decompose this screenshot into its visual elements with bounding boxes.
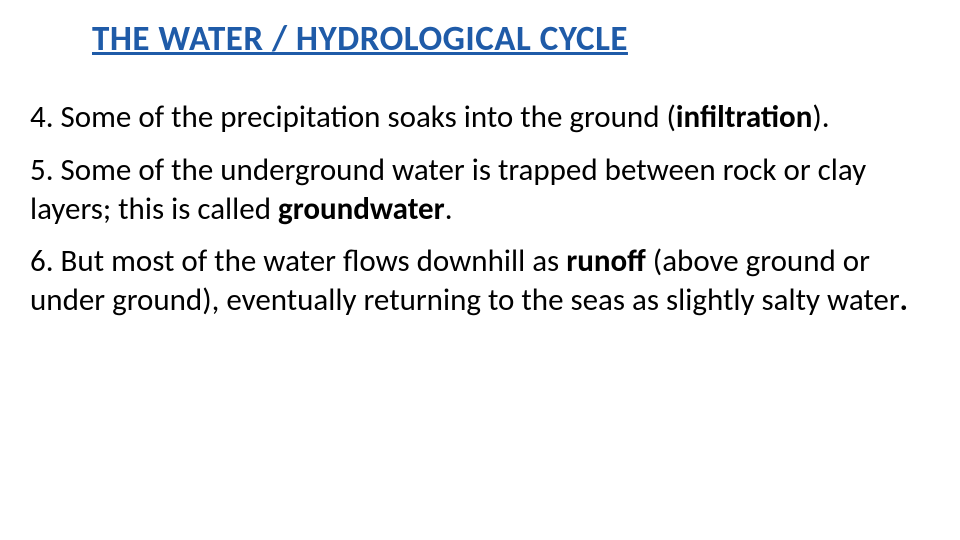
point-6: 6. But most of the water flows downhill … <box>30 242 930 320</box>
point-5-text-c: . <box>445 190 453 228</box>
point-6-bold-period: . <box>900 281 908 319</box>
point-6-bold-runoff: runoff <box>566 242 646 280</box>
point-4-text-c: ). <box>812 98 829 136</box>
slide-title: THE WATER / HYDROLOGICAL CYCLE <box>92 18 930 60</box>
point-4-bold: infiltration <box>676 98 812 136</box>
point-5-bold: groundwater <box>278 190 445 228</box>
point-5: 5. Some of the underground water is trap… <box>30 151 930 229</box>
point-4-text-a: 4. Some of the precipitation soaks into … <box>30 98 676 136</box>
point-6-text-a: 6. But most of the water flows downhill … <box>30 242 566 280</box>
point-4: 4. Some of the precipitation soaks into … <box>30 98 930 137</box>
slide-container: THE WATER / HYDROLOGICAL CYCLE 4. Some o… <box>0 0 960 540</box>
body-text: 4. Some of the precipitation soaks into … <box>30 98 930 320</box>
